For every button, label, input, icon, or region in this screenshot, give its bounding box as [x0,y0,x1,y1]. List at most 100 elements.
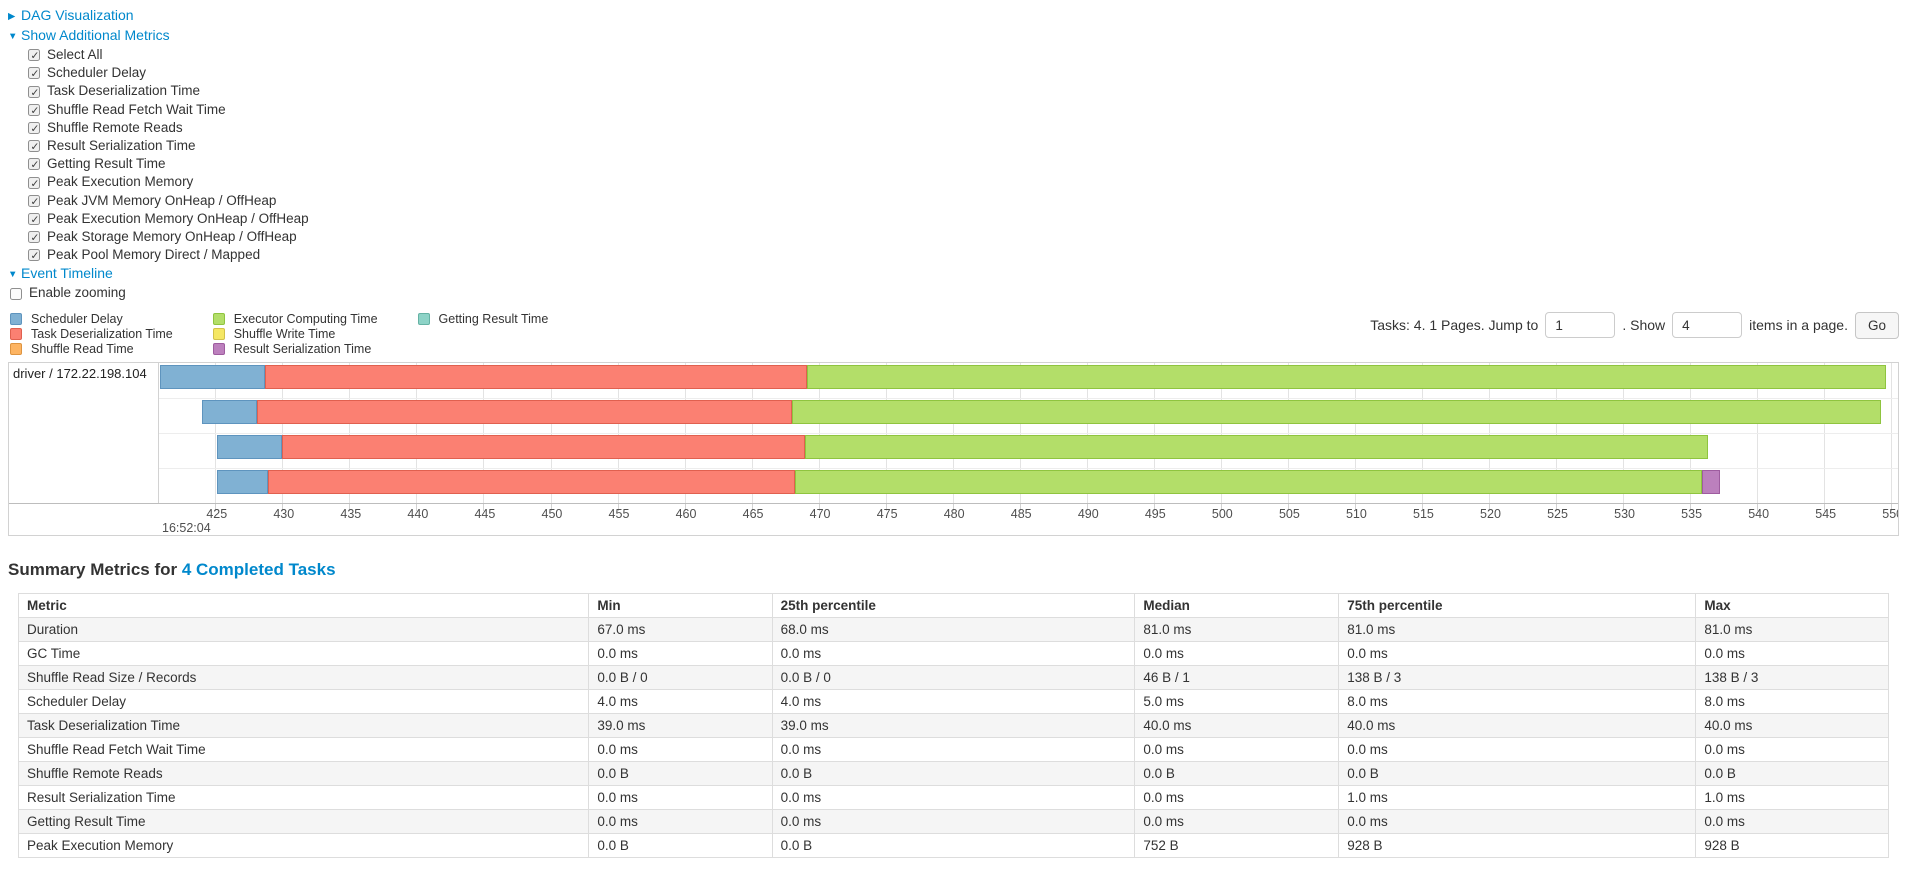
dag-visualization-toggle[interactable]: ▶ DAG Visualization [8,6,1899,26]
metric-checkbox[interactable] [28,120,40,138]
axis-tick [416,504,418,512]
metric-checkbox-label: Peak Pool Memory Direct / Mapped [47,247,261,263]
task-bar-segment-result-serialization[interactable] [1702,470,1720,495]
legend-column: Executor Computing Time Shuffle Write Tim… [212,312,378,357]
metric-checkbox[interactable] [28,211,40,229]
axis-tick [1422,504,1424,512]
task-bar-segment-scheduler-delay[interactable] [201,400,257,425]
axis-tick [483,504,485,512]
show-additional-metrics-label: Show Additional Metrics [21,27,170,43]
metric-checkbox-label: Peak JVM Memory OnHeap / OffHeap [47,192,277,208]
metric-checkbox-item: Peak Pool Memory Direct / Mapped [28,246,1899,266]
metric-value-cell: 138 B / 3 [1338,665,1697,691]
metric-checkbox[interactable] [28,102,40,120]
table-row: Shuffle Read Fetch Wait Time 0.0 ms 0.0 ms… [17,737,1889,763]
metric-value-cell: 928 B [1338,833,1697,859]
summary-column-header: Median [1134,593,1340,619]
summary-column-header: Max [1695,593,1889,619]
metric-value-cell: 0.0 ms [1695,737,1889,763]
axis-tick-label: 495 [1144,507,1166,522]
metric-value-cell: 39.0 ms [588,713,773,739]
axis-tick [1287,504,1289,512]
metric-name-cell: GC Time [17,641,590,667]
legend-item: Executor Computing Time [212,312,378,326]
metric-value-cell: 752 B [1134,833,1340,859]
axis-tick-label: 465 [742,507,764,522]
task-bar-segment-scheduler-delay[interactable] [160,365,265,390]
legend-column: Scheduler Delay Task Deserialization Time… [10,312,173,357]
task-bar-segment-task-deserialization[interactable] [267,470,795,495]
show-additional-metrics-toggle[interactable]: ▼ Show Additional Metrics [8,26,1899,46]
axis-tick-label: 505 [1278,507,1300,522]
metric-checkbox-item: Peak Execution Memory OnHeap / OffHeap [28,210,1899,229]
metric-checkbox-item: Scheduler Delay [28,64,1899,83]
task-bar-segment-executor-computing[interactable] [794,470,1703,495]
metric-checkbox-item: Peak JVM Memory OnHeap / OffHeap [28,192,1899,211]
task-bar-segment-task-deserialization[interactable] [264,365,807,390]
metric-value-cell: 0.0 ms [1695,809,1889,835]
table-row: Shuffle Read Size / Records 0.0 B / 0 0.0 … [17,665,1889,691]
table-row: Task Deserialization Time 39.0 ms 39.0 ms 4… [17,713,1889,739]
metric-value-cell: 81.0 ms [1338,617,1697,643]
metric-value-cell: 81.0 ms [1695,617,1889,643]
task-bar-segment-executor-computing[interactable] [805,435,1708,460]
summary-column-header: 75th percentile [1338,593,1697,619]
items-in-page-text: items in a page. [1749,317,1848,334]
legend-swatch-icon [212,343,225,356]
axis-tick-label: 440 [407,507,429,522]
axis-tick [1153,504,1155,512]
metric-value-cell: 0.0 ms [588,641,773,667]
expanded-arrow-icon: ▼ [8,31,18,42]
metric-checkbox[interactable] [28,247,40,266]
completed-tasks-link[interactable]: 4 Completed Tasks [181,560,336,580]
metric-checkbox[interactable] [28,193,40,211]
axis-tick [1019,504,1021,512]
summary-column-header: Metric [17,593,590,619]
task-bar-segment-executor-computing[interactable] [791,400,1881,425]
metric-value-cell: 40.0 ms [1338,713,1697,739]
go-button[interactable]: Go [1854,311,1899,339]
tasks-count-text: Tasks: 4. 1 Pages. Jump to [1370,317,1539,334]
table-row: Duration 67.0 ms 68.0 ms 81.0 ms 81.0 ms 81.0… [17,617,1889,643]
items-per-page-input[interactable] [1672,312,1743,339]
enable-zooming-label: Enable zooming [29,285,126,301]
metric-checkbox[interactable] [28,65,40,83]
metric-checkbox[interactable] [28,84,40,102]
summary-metrics-table: Metric Min 25th percentile Median 75th perce… [17,593,1889,859]
metric-checkbox-label: Scheduler Delay [47,65,147,81]
metric-checkbox-item: Task Deserialization Time [28,82,1899,102]
metric-value-cell: 8.0 ms [1695,689,1889,715]
table-row: Shuffle Remote Reads 0.0 B 0.0 B 0.0 B 0.0 B… [17,761,1889,787]
axis-tick [751,504,753,512]
enable-zooming-checkbox[interactable] [10,287,22,300]
metric-checkbox[interactable] [28,156,40,175]
legend-swatch-icon [10,312,22,325]
axis-tick-label: 490 [1077,507,1099,522]
metric-value-cell: 40.0 ms [1134,713,1340,739]
metric-value-cell: 0.0 ms [1134,737,1340,763]
metric-value-cell: 5.0 ms [1134,689,1340,715]
task-bar-segment-task-deserialization[interactable] [282,435,806,460]
task-bar-segment-scheduler-delay[interactable] [216,470,268,495]
axis-tick [1354,504,1356,512]
axis-tick-label: 435 [340,507,362,522]
summary-column-header: Min [588,593,773,619]
task-bar-segment-scheduler-delay[interactable] [216,435,283,460]
jump-to-page-input[interactable] [1545,312,1616,339]
metric-checkbox-item: Result Serialization Time [28,137,1899,156]
event-timeline-toggle[interactable]: ▼ Event Timeline [8,264,1899,284]
metric-checkbox[interactable] [28,175,40,193]
task-bar-segment-executor-computing[interactable] [806,365,1886,390]
collapsed-arrow-icon: ▶ [8,11,16,22]
metric-name-cell: Duration [17,617,590,643]
metric-value-cell: 0.0 ms [588,737,773,763]
metric-checkbox[interactable] [28,138,40,156]
metric-checkbox-label: Select All [47,47,103,62]
metric-checkbox[interactable] [28,229,40,247]
metric-checkbox[interactable] [28,47,40,65]
legend-item: Shuffle Write Time [212,327,378,341]
legend-swatch-icon [10,343,22,356]
summary-column-header: 25th percentile [771,593,1136,619]
axis-tick-label: 510 [1345,507,1367,522]
task-bar-segment-task-deserialization[interactable] [256,400,792,425]
